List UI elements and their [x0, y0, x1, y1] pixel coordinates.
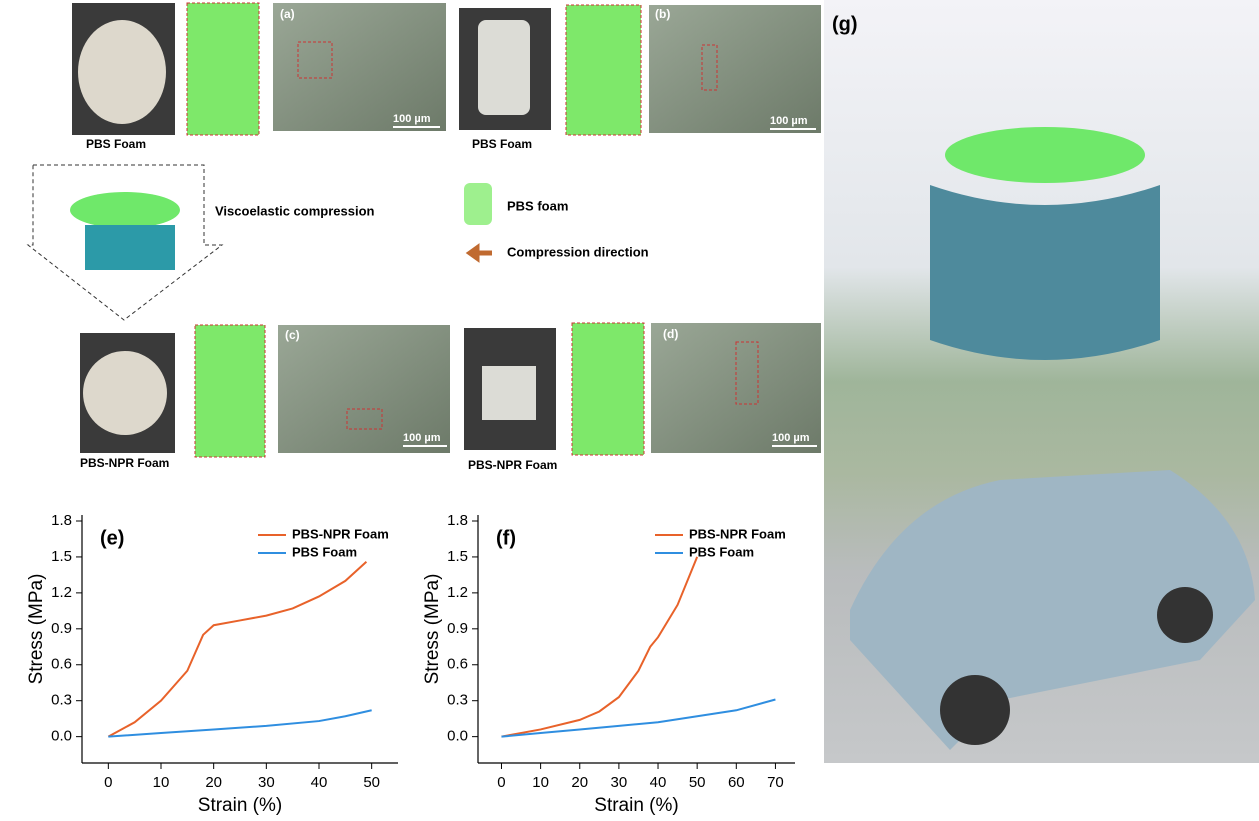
y-tick-label: 0.0 [447, 728, 468, 745]
x-tick-label: 50 [689, 774, 706, 791]
x-tick-label: 0 [104, 774, 112, 791]
scale-bar: 100 µm [403, 432, 441, 444]
chart-label: (e) [100, 527, 124, 549]
panel-c: (c) 100 µm PBS-NPR Foam [80, 324, 450, 470]
y-tick-label: 1.2 [51, 584, 72, 601]
line-series [108, 709, 372, 738]
scale-bar: 100 µm [393, 113, 431, 125]
sample [83, 351, 167, 435]
sample [78, 20, 166, 124]
y-tick-label: 0.0 [51, 728, 72, 745]
panel-label: (b) [655, 7, 670, 21]
foam-top [70, 192, 180, 228]
micrograph [273, 3, 446, 131]
panel-label: (a) [280, 7, 295, 21]
arrow-frame [26, 164, 224, 321]
legend-arrow-icon [465, 243, 492, 263]
x-tick-label: 40 [311, 774, 328, 791]
x-tick-label: 10 [153, 774, 170, 791]
y-axis-label: Stress (MPa) [422, 574, 443, 685]
panel-a: (a) 100 µm PBS Foam [72, 2, 446, 151]
x-tick-label: 20 [205, 774, 222, 791]
roi [297, 41, 333, 79]
wheel [940, 675, 1010, 745]
y-tick-label: 0.6 [51, 656, 72, 673]
y-tick-label: 1.5 [447, 548, 468, 565]
scale-bar: 100 µm [772, 432, 810, 444]
x-tick-label: 20 [571, 774, 588, 791]
caption: PBS-NPR Foam [468, 458, 557, 472]
y-tick-label: 1.8 [51, 512, 72, 529]
process: Viscoelastic compression PBS foam Compre… [26, 164, 649, 321]
x-axis-label: Strain (%) [198, 795, 282, 816]
line-series [107, 560, 368, 738]
panel-b: (b) 100 µm PBS Foam [459, 4, 821, 151]
y-tick-label: 0.3 [51, 692, 72, 709]
scale-bar: 100 µm [770, 115, 808, 127]
foam-top [945, 127, 1145, 183]
x-tick-label: 70 [767, 774, 784, 791]
holder [930, 185, 1160, 360]
legend-foam: PBS foam [507, 198, 568, 213]
y-tick-label: 0.6 [447, 656, 468, 673]
car [850, 470, 1255, 750]
legend-label: PBS-NPR Foam [292, 526, 389, 541]
panel-label: (c) [285, 328, 300, 342]
x-tick-label: 30 [258, 774, 275, 791]
line-series [501, 698, 776, 738]
zoom [194, 324, 266, 458]
panel-label: (d) [663, 327, 678, 341]
micrograph [649, 5, 821, 133]
panel-g: (g) [824, 0, 1259, 763]
legend-label: PBS Foam [292, 544, 357, 559]
y-tick-label: 1.8 [447, 512, 468, 529]
process-label: Viscoelastic compression [215, 203, 375, 218]
x-tick-label: 10 [532, 774, 549, 791]
micrograph [278, 325, 450, 453]
roi [735, 341, 759, 405]
panel-label: (g) [832, 13, 858, 35]
zoom [186, 2, 260, 136]
x-tick-label: 40 [650, 774, 667, 791]
wheel [1157, 587, 1213, 643]
x-tick-label: 0 [497, 774, 505, 791]
legend-foam-icon [464, 183, 492, 225]
x-tick-label: 60 [728, 774, 745, 791]
line-series [501, 556, 699, 738]
x-tick-label: 50 [363, 774, 380, 791]
y-tick-label: 1.2 [447, 584, 468, 601]
y-tick-label: 0.9 [447, 620, 468, 637]
y-axis-label: Stress (MPa) [26, 574, 47, 685]
holder [85, 225, 175, 270]
y-tick-label: 0.3 [447, 692, 468, 709]
x-tick-label: 30 [611, 774, 628, 791]
roi [346, 408, 383, 430]
y-tick-label: 0.9 [51, 620, 72, 637]
panel-d: (d) 100 µm PBS-NPR Foam [464, 322, 821, 472]
roi [701, 44, 718, 91]
sample [478, 20, 530, 115]
sample [482, 366, 536, 420]
zoom [565, 4, 642, 136]
y-tick-label: 1.5 [51, 548, 72, 565]
zoom [571, 322, 645, 456]
caption: PBS Foam [86, 137, 146, 151]
x-axis-label: Strain (%) [594, 795, 678, 816]
caption: PBS Foam [472, 137, 532, 151]
legend-label: PBS Foam [689, 544, 754, 559]
chart-label: (f) [496, 527, 516, 549]
caption: PBS-NPR Foam [80, 456, 169, 470]
legend-arrow: Compression direction [507, 244, 649, 259]
legend-label: PBS-NPR Foam [689, 526, 786, 541]
